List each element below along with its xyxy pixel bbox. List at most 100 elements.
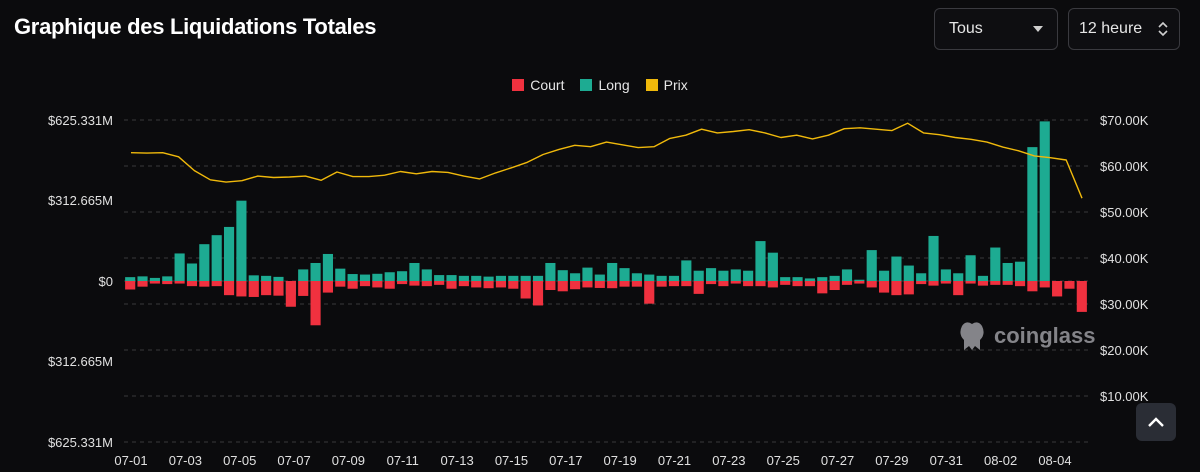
x-tick-label: 07-15 xyxy=(495,453,528,468)
long-bar xyxy=(582,267,593,281)
x-tick-label: 07-11 xyxy=(387,453,419,468)
short-bar xyxy=(446,281,457,289)
type-select-value: Tous xyxy=(949,20,983,37)
legend-item-prix[interactable]: Prix xyxy=(645,77,688,93)
long-bar xyxy=(755,241,766,281)
short-bar xyxy=(359,281,371,287)
long-bar xyxy=(1014,261,1026,281)
short-bar xyxy=(804,281,815,287)
long-bar xyxy=(681,260,692,281)
short-bar xyxy=(483,281,494,289)
short-bar xyxy=(149,281,160,284)
y-right-tick-label: $10.00K xyxy=(1100,389,1149,404)
short-bar xyxy=(261,281,272,296)
y-right-tick-label: $20.00K xyxy=(1100,343,1149,358)
long-bar xyxy=(508,275,519,281)
short-bar xyxy=(829,281,840,291)
long-bar xyxy=(990,247,1001,281)
short-bar xyxy=(570,281,581,290)
coinglass-watermark: coinglass xyxy=(958,320,1095,352)
short-bar xyxy=(965,281,976,284)
short-bar xyxy=(977,281,989,286)
short-bar xyxy=(458,281,469,287)
short-bar xyxy=(199,281,210,287)
short-bar xyxy=(594,281,605,288)
short-bar xyxy=(471,281,482,288)
short-bar xyxy=(186,281,198,287)
short-bar xyxy=(953,281,964,296)
y-left-tick-label: $625.331M xyxy=(48,435,113,450)
scroll-top-button[interactable] xyxy=(1136,403,1176,441)
legend-swatch-prix xyxy=(645,79,658,91)
legend-swatch-court xyxy=(512,79,525,91)
long-bar xyxy=(866,250,877,281)
long-bar xyxy=(162,276,173,281)
long-bar xyxy=(372,273,383,281)
short-bar xyxy=(335,281,346,287)
x-tick-label: 08-04 xyxy=(1038,453,1071,468)
long-bar xyxy=(273,276,284,281)
coinglass-logo-icon xyxy=(960,322,984,350)
x-tick-label: 07-05 xyxy=(223,453,256,468)
short-bar xyxy=(817,281,828,294)
long-bar xyxy=(261,275,272,281)
short-bar xyxy=(372,281,383,288)
long-bar xyxy=(767,252,778,281)
x-tick-label: 08-02 xyxy=(984,453,1017,468)
long-bar xyxy=(545,262,556,281)
short-bar xyxy=(322,281,333,293)
long-bar xyxy=(335,268,346,281)
x-tick-label: 07-07 xyxy=(277,453,310,468)
long-bar xyxy=(668,275,680,281)
short-bar xyxy=(1039,281,1050,288)
x-tick-label: 07-23 xyxy=(712,453,745,468)
short-bar xyxy=(705,281,717,285)
long-bar xyxy=(409,262,420,281)
short-bar xyxy=(607,281,618,289)
long-bar xyxy=(397,271,408,281)
type-select[interactable]: Tous xyxy=(934,8,1058,50)
chart-legend: Court Long Prix xyxy=(0,77,1200,93)
long-bar xyxy=(520,275,531,281)
long-bar xyxy=(384,272,395,281)
short-bar xyxy=(891,281,902,296)
long-bar xyxy=(619,268,630,281)
short-bar xyxy=(940,281,951,284)
long-bar xyxy=(298,269,309,281)
short-bar xyxy=(223,281,235,296)
long-bar xyxy=(829,275,840,281)
long-bar xyxy=(631,273,642,281)
x-tick-label: 07-17 xyxy=(549,453,582,468)
short-bar xyxy=(1002,281,1013,285)
legend-item-long[interactable]: Long xyxy=(580,77,630,93)
long-bar xyxy=(347,274,358,281)
legend-swatch-long xyxy=(580,79,593,91)
short-bar xyxy=(520,281,531,299)
short-bar xyxy=(434,281,445,285)
watermark-text: coinglass xyxy=(994,323,1096,348)
legend-label: Prix xyxy=(663,77,688,93)
short-bar xyxy=(1076,281,1087,312)
short-bar xyxy=(767,281,778,288)
short-bar xyxy=(681,281,692,287)
legend-label: Court xyxy=(530,77,565,93)
legend-item-court[interactable]: Court xyxy=(512,77,564,93)
long-bar xyxy=(483,276,494,281)
short-bar xyxy=(866,281,877,288)
long-bar xyxy=(903,265,914,281)
short-bar xyxy=(495,281,507,288)
long-bar xyxy=(310,262,321,281)
short-bar xyxy=(384,281,395,289)
x-tick-label: 07-21 xyxy=(658,453,691,468)
short-bar xyxy=(668,281,680,287)
interval-select[interactable]: 12 heure xyxy=(1068,8,1180,50)
long-bar xyxy=(199,244,210,281)
short-bar xyxy=(545,281,556,291)
short-bar xyxy=(743,281,754,287)
x-tick-label: 07-25 xyxy=(767,453,800,468)
short-bar xyxy=(298,281,309,296)
short-bar xyxy=(990,281,1001,285)
short-bar xyxy=(273,281,284,296)
long-bar xyxy=(977,275,989,281)
long-bar xyxy=(743,270,754,281)
